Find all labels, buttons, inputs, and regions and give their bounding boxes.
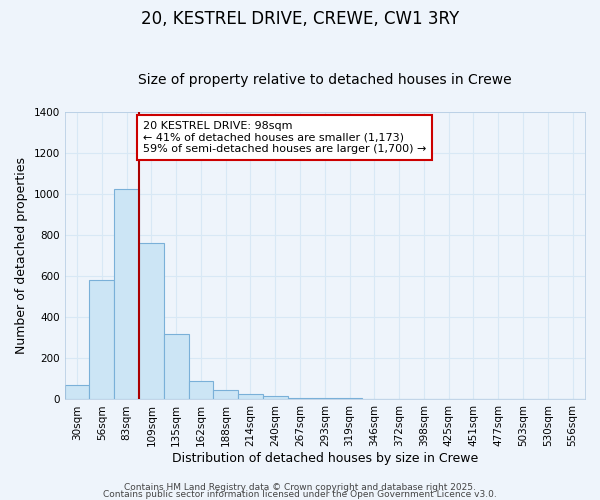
- Bar: [65, 385, 89, 400]
- Text: Contains HM Land Registry data © Crown copyright and database right 2025.: Contains HM Land Registry data © Crown c…: [124, 484, 476, 492]
- Bar: [238, 394, 263, 400]
- Text: 20 KESTREL DRIVE: 98sqm
← 41% of detached houses are smaller (1,173)
59% of semi: 20 KESTREL DRIVE: 98sqm ← 41% of detache…: [143, 121, 426, 154]
- Bar: [139, 244, 164, 400]
- Text: Contains public sector information licensed under the Open Government Licence v3: Contains public sector information licen…: [103, 490, 497, 499]
- Bar: [287, 398, 313, 400]
- Text: 20, KESTREL DRIVE, CREWE, CW1 3RY: 20, KESTREL DRIVE, CREWE, CW1 3RY: [141, 10, 459, 28]
- Bar: [313, 398, 337, 400]
- Y-axis label: Number of detached properties: Number of detached properties: [15, 157, 28, 354]
- Bar: [164, 334, 188, 400]
- Bar: [337, 398, 362, 400]
- X-axis label: Distribution of detached houses by size in Crewe: Distribution of detached houses by size …: [172, 452, 478, 465]
- Bar: [214, 390, 238, 400]
- Bar: [89, 280, 114, 400]
- Bar: [188, 381, 214, 400]
- Title: Size of property relative to detached houses in Crewe: Size of property relative to detached ho…: [138, 73, 512, 87]
- Bar: [114, 189, 139, 400]
- Bar: [263, 396, 287, 400]
